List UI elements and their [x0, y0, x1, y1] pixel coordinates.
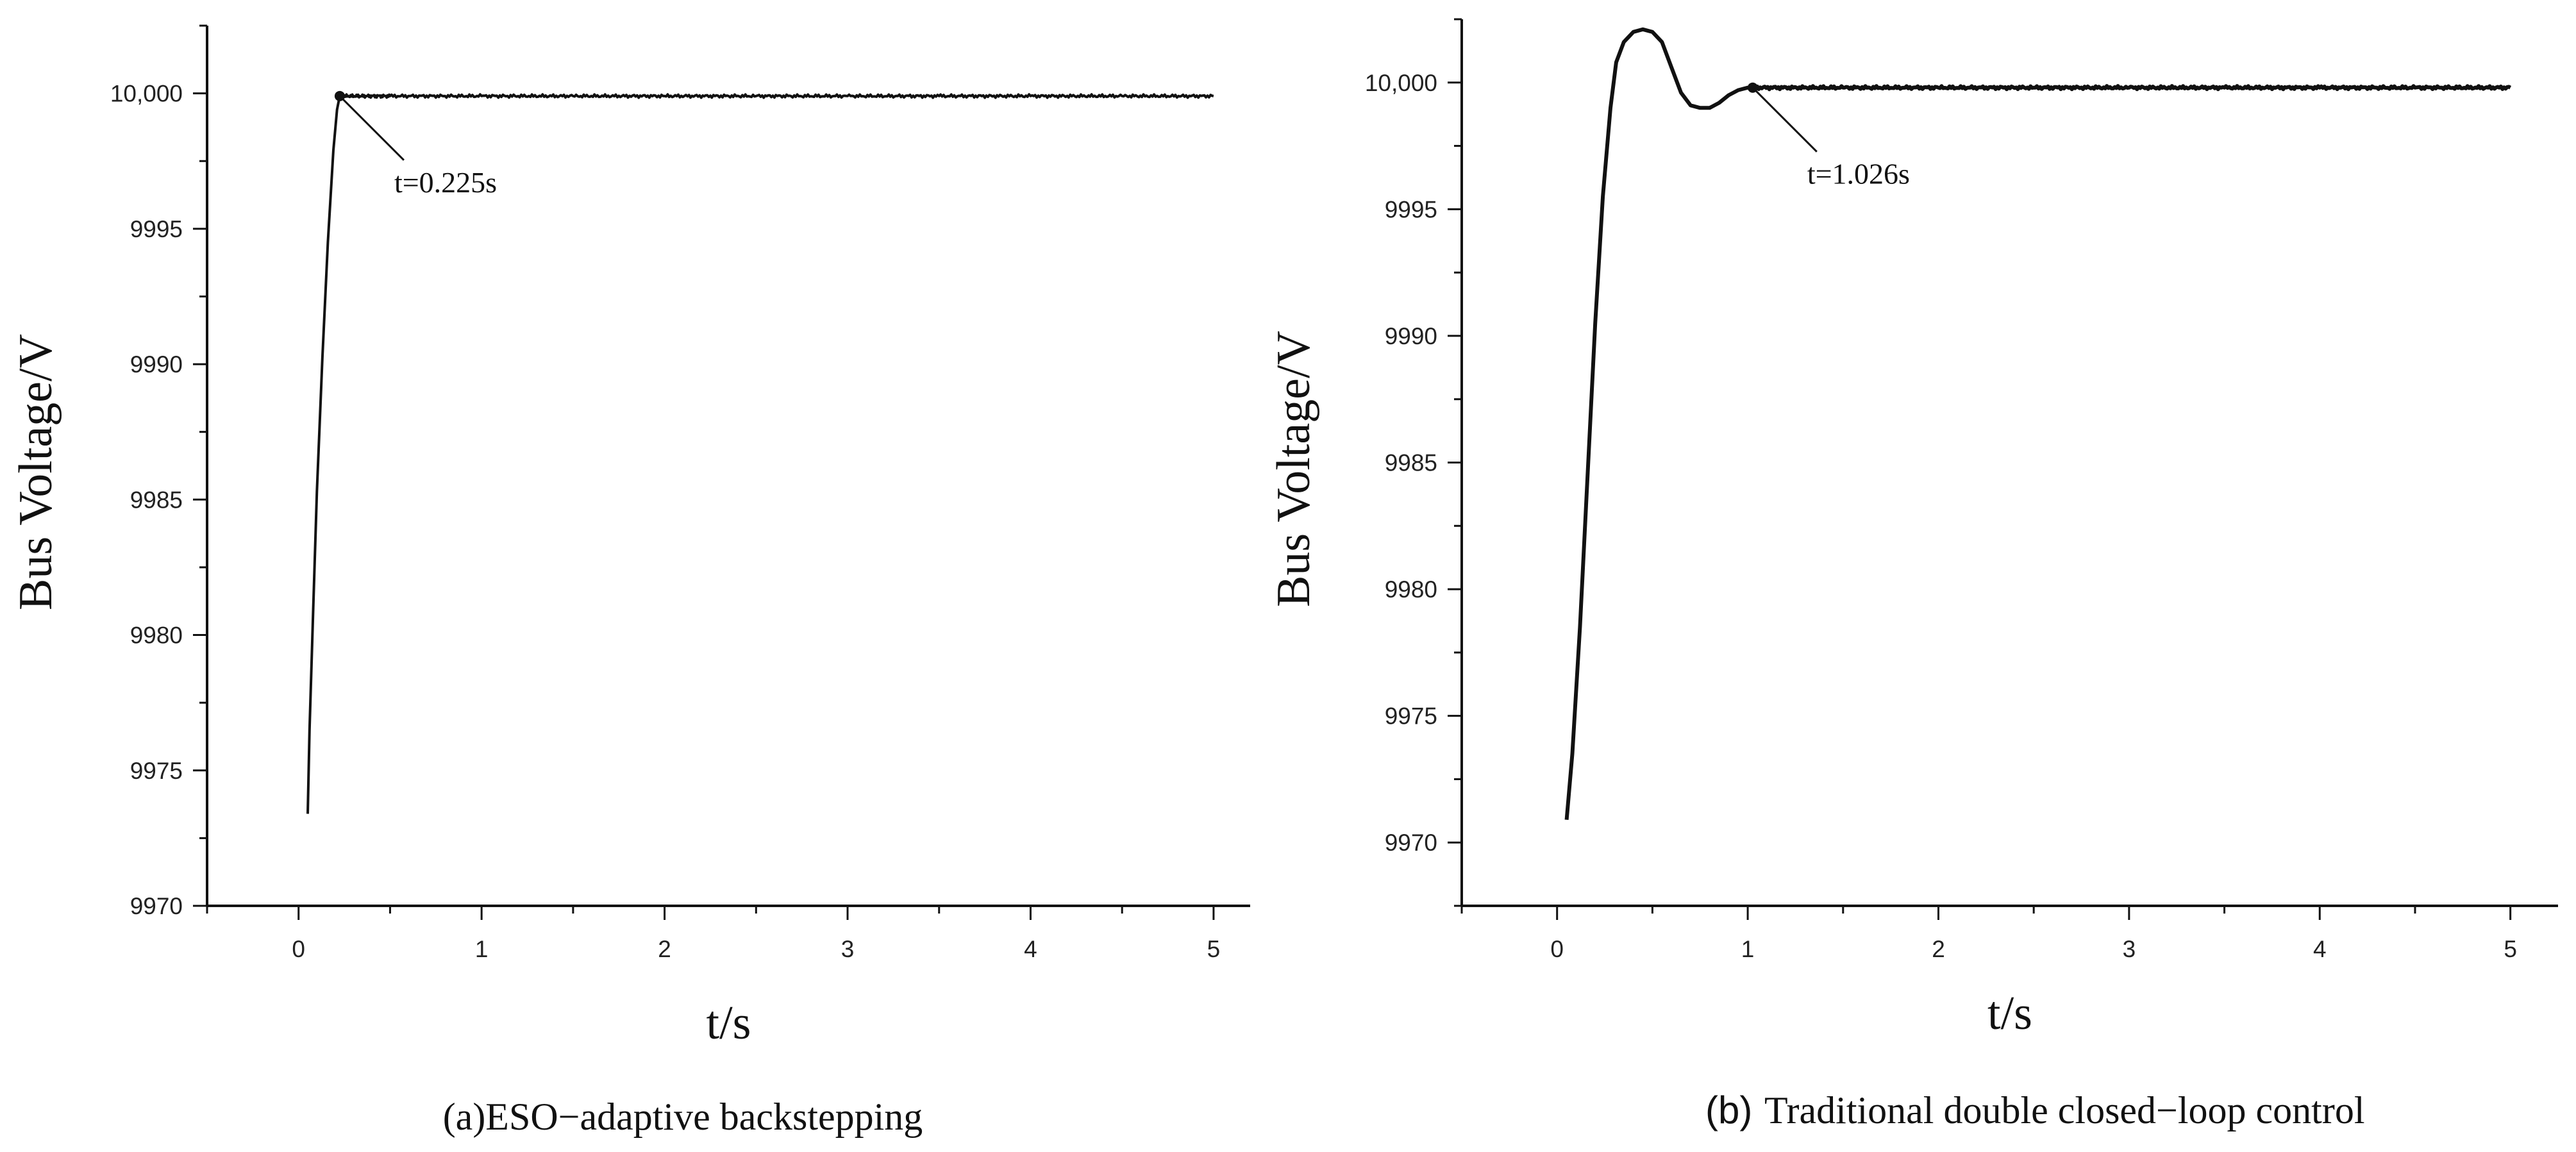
panel-b-x-tick-label: 2	[1932, 936, 1945, 962]
panel-b-y-tick-label: 9995	[1385, 196, 1437, 222]
panel-b-annotation-label: t=1.026s	[1807, 158, 1910, 190]
panel-a-x-tick-label: 2	[658, 936, 671, 962]
panel-b-y-tick-label: 10,000	[1365, 70, 1437, 96]
panel-b-y-tick-label: 9990	[1385, 323, 1437, 349]
panel-b-chart: 9970 9975 9980 9985 9990 9995 10,000 0 1 2 3 4 5 t/s B…	[1267, 18, 2558, 1040]
panel-a-x-tick-label: 0	[292, 936, 305, 962]
panel-a-caption: (a)ESO−adaptive backstepping	[443, 1096, 923, 1138]
panel-b-y-axis-title: Bus Voltage/V	[1267, 331, 1320, 607]
panel-b-y-tick-label: 9980	[1385, 576, 1437, 603]
panel-a-y-axis-title: Bus Voltage/V	[10, 334, 62, 610]
panel-a-y-tick-label: 9975	[130, 758, 183, 784]
panel-b-y-tick-label: 9975	[1385, 703, 1437, 730]
panel-a-chart: 9970 9975 9980 9985 9990 9995 10,000 0 1 2 3 4 5 t/s B…	[10, 24, 1250, 1049]
panel-b-annotation-leader	[1752, 87, 1818, 153]
panel-a-annotation-leader	[339, 95, 405, 161]
panel-b-x-tick-label: 1	[1741, 936, 1755, 962]
panel-a-x-axis-title: t/s	[707, 997, 751, 1049]
panel-b-x-tick-label: 4	[2313, 936, 2327, 962]
panel-a-x-tick-label: 5	[1207, 936, 1221, 962]
panel-b-x-tick-label: 0	[1550, 936, 1564, 962]
panel-a-annotation-label: t=0.225s	[394, 166, 497, 199]
panel-b-series-line	[1564, 27, 2512, 820]
panel-b-y-tick-label: 9985	[1385, 450, 1437, 476]
panel-a-x-tick-label: 1	[475, 936, 489, 962]
panel-a-y-tick-label: 9995	[130, 216, 183, 242]
panel-a-y-tick-label: 9985	[130, 487, 183, 513]
panel-a-y-tick-label: 9980	[130, 622, 183, 649]
panel-a-y-tick-label: 10,000	[110, 81, 183, 107]
panel-b-x-axis-title: t/s	[1987, 987, 2032, 1040]
panel-b-y-tick-label: 9970	[1385, 830, 1437, 856]
panel-b-x-tick-label: 3	[2123, 936, 2136, 962]
panel-a-x-tick-label: 4	[1024, 936, 1037, 962]
panel-b-caption-prefix: (b)	[1705, 1089, 1752, 1131]
panel-b-x-tick-label: 5	[2504, 936, 2517, 962]
panel-a-y-tick-label: 9990	[130, 351, 183, 378]
panel-b-caption: Traditional double closed−loop control	[1764, 1089, 2365, 1131]
panel-a-x-tick-label: 3	[841, 936, 855, 962]
panel-a-series-line	[306, 93, 1214, 814]
panel-a-y-tick-label: 9970	[130, 893, 183, 919]
